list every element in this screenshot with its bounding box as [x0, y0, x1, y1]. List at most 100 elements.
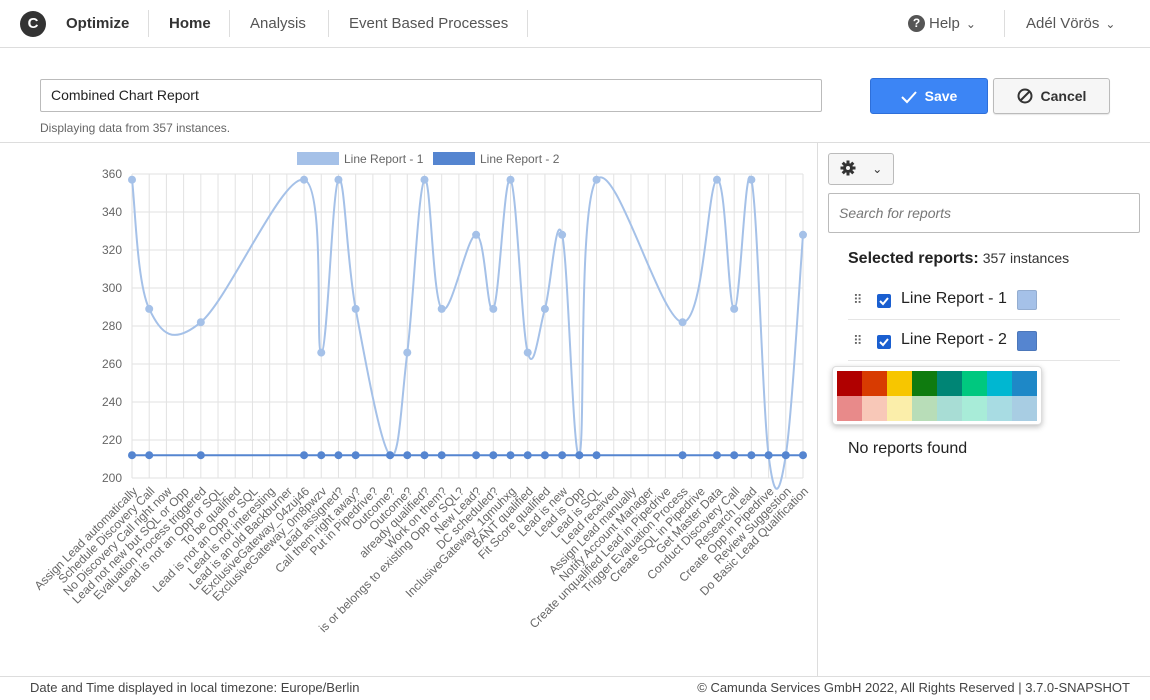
data-point — [437, 451, 446, 460]
report-color-swatch[interactable] — [1017, 331, 1037, 351]
selected-reports-heading: Selected reports: 357 instances — [848, 250, 1069, 268]
data-point — [317, 451, 326, 460]
save-label: Save — [924, 88, 958, 104]
color-option[interactable] — [912, 396, 937, 421]
search-input[interactable] — [839, 194, 1129, 232]
nav-divider — [1004, 10, 1005, 37]
data-point — [403, 451, 412, 460]
data-point — [128, 175, 136, 184]
legend-label: Line Report - 1 — [344, 152, 424, 166]
report-color-swatch[interactable] — [1017, 290, 1037, 310]
data-point — [472, 230, 481, 239]
data-point — [334, 175, 343, 184]
selected-report-item[interactable]: ⠿ Line Report - 2 — [848, 321, 1120, 361]
data-point — [730, 304, 739, 313]
series-line — [131, 175, 804, 490]
data-point — [351, 451, 360, 460]
no-reports-message: No reports found — [848, 440, 968, 457]
y-tick-label: 320 — [102, 243, 122, 257]
data-point — [334, 451, 343, 460]
data-point — [678, 451, 687, 460]
data-point — [523, 348, 532, 357]
y-tick-label: 200 — [102, 471, 122, 485]
selected-reports-label: Selected reports: — [848, 250, 979, 267]
color-option[interactable] — [837, 396, 862, 421]
settings-dropdown-button[interactable]: ⌄ — [828, 153, 894, 185]
panel-divider — [817, 143, 818, 676]
data-point — [558, 451, 567, 460]
nav-home[interactable]: Home — [169, 15, 211, 32]
y-tick-label: 280 — [102, 319, 122, 333]
data-point — [712, 451, 721, 460]
data-point — [196, 451, 205, 460]
data-point — [799, 230, 807, 239]
user-menu[interactable]: Adél Vörös ⌄ — [1026, 0, 1115, 48]
selected-report-item[interactable]: ⠿ Line Report - 1 — [848, 280, 1120, 320]
color-option[interactable] — [962, 371, 987, 396]
save-button[interactable]: Save — [870, 78, 988, 114]
copyright-note: © Camunda Services GmbH 2022, All Rights… — [697, 680, 1130, 695]
data-point — [145, 304, 154, 313]
y-tick-label: 220 — [102, 433, 122, 447]
color-option[interactable] — [962, 396, 987, 421]
color-palette — [837, 371, 1037, 421]
brand-name[interactable]: Optimize — [66, 15, 130, 32]
data-point — [196, 318, 205, 327]
y-tick-label: 260 — [102, 357, 122, 371]
nav-analysis[interactable]: Analysis — [250, 15, 306, 32]
data-point — [678, 318, 687, 327]
nav-event-based-processes[interactable]: Event Based Processes — [349, 15, 509, 32]
data-point — [403, 348, 412, 357]
report-label: Line Report - 1 — [901, 290, 1007, 307]
color-option[interactable] — [987, 396, 1012, 421]
data-point — [420, 451, 429, 460]
data-point — [489, 451, 498, 460]
color-option[interactable] — [862, 396, 887, 421]
data-point — [764, 451, 773, 460]
user-name: Adél Vörös — [1026, 15, 1100, 32]
color-picker-popover — [832, 366, 1042, 425]
data-point — [506, 451, 515, 460]
nav-divider — [527, 10, 528, 37]
data-point — [472, 451, 481, 460]
data-point — [386, 451, 395, 460]
drag-handle-icon[interactable]: ⠿ — [853, 292, 862, 307]
color-option[interactable] — [887, 396, 912, 421]
color-option[interactable] — [862, 371, 887, 396]
y-tick-label: 300 — [102, 281, 122, 295]
legend-swatch — [297, 152, 339, 165]
data-point — [300, 175, 309, 184]
report-name-input[interactable]: Combined Chart Report — [40, 79, 822, 112]
data-point — [489, 304, 498, 313]
app-header: C Optimize Home Analysis Event Based Pro… — [0, 0, 1150, 48]
data-point — [799, 451, 807, 460]
cancel-button[interactable]: Cancel — [993, 78, 1110, 114]
color-option[interactable] — [837, 371, 862, 396]
color-option[interactable] — [987, 371, 1012, 396]
data-point — [300, 451, 309, 460]
color-option[interactable] — [1012, 371, 1037, 396]
data-point — [592, 175, 601, 184]
report-checkbox[interactable] — [877, 335, 891, 349]
color-option[interactable] — [937, 396, 962, 421]
color-option[interactable] — [912, 371, 937, 396]
help-label: Help — [929, 15, 960, 32]
data-point — [420, 175, 429, 184]
data-point — [712, 175, 721, 184]
help-menu[interactable]: ? Help ⌄ — [908, 0, 976, 48]
y-tick-label: 340 — [102, 205, 122, 219]
check-icon — [900, 91, 917, 104]
camunda-logo[interactable]: C — [20, 11, 46, 37]
report-checkbox[interactable] — [877, 294, 891, 308]
data-point — [145, 451, 154, 460]
color-option[interactable] — [887, 371, 912, 396]
cancel-icon — [1017, 88, 1033, 104]
instances-note: Displaying data from 357 instances. — [40, 121, 231, 135]
legend-label: Line Report - 2 — [480, 152, 560, 166]
nav-divider — [328, 10, 329, 37]
color-option[interactable] — [937, 371, 962, 396]
search-reports-field[interactable] — [828, 193, 1140, 233]
color-option[interactable] — [1012, 396, 1037, 421]
chevron-down-icon: ⌄ — [965, 17, 976, 31]
drag-handle-icon[interactable]: ⠿ — [853, 333, 862, 348]
